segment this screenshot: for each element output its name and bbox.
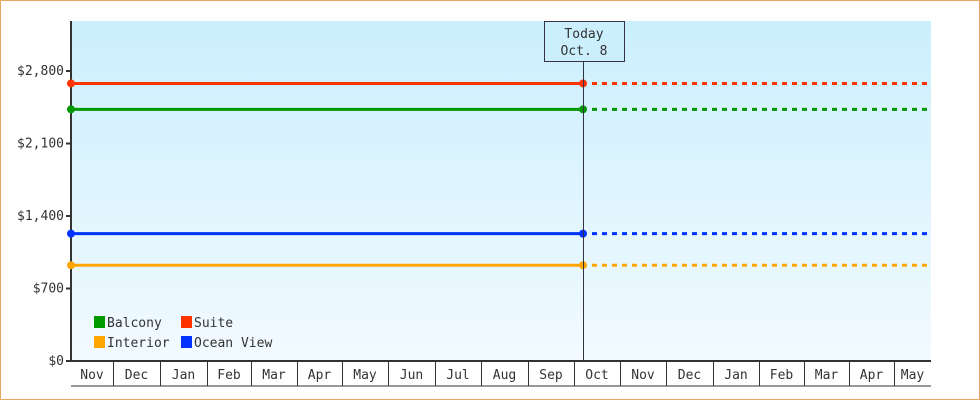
legend-swatch	[94, 336, 105, 348]
x-tick-label: Feb	[217, 368, 241, 383]
x-tick-label: Feb	[770, 368, 794, 383]
x-tick-label: Jan	[172, 368, 195, 383]
data-point	[67, 229, 75, 238]
legend-label: Suite	[194, 316, 233, 331]
x-tick-label: Aug	[493, 368, 516, 383]
today-date: Oct. 8	[561, 44, 608, 59]
x-tick-label: May	[353, 368, 377, 383]
x-tick-label: Oct	[585, 368, 608, 383]
data-point	[67, 79, 75, 88]
x-tick-label: Jul	[446, 368, 469, 383]
y-tick-label: $0	[48, 354, 64, 369]
legend-label: Balcony	[107, 316, 162, 331]
x-tick-label: Nov	[631, 368, 655, 383]
x-tick-label: Jan	[724, 368, 747, 383]
today-label: Today	[564, 27, 603, 42]
x-tick-label: Sep	[539, 368, 563, 383]
legend-swatch	[181, 316, 192, 328]
x-tick-label: Dec	[125, 368, 148, 383]
x-tick-label: Dec	[678, 368, 701, 383]
legend-swatch	[94, 316, 105, 328]
x-tick-label: Mar	[815, 368, 839, 383]
x-tick-label: Jun	[400, 368, 423, 383]
y-tick-label: $700	[33, 282, 64, 297]
legend-label: Ocean View	[194, 336, 272, 351]
data-point	[67, 105, 75, 114]
y-tick-label: $2,100	[17, 137, 64, 152]
plot-background	[71, 21, 931, 361]
y-tick-label: $2,800	[17, 64, 64, 79]
y-tick-label: $1,400	[17, 209, 64, 224]
legend-swatch	[181, 336, 192, 348]
x-tick-label: May	[901, 368, 925, 383]
x-tick-label: Apr	[860, 368, 884, 383]
today-marker-box	[544, 21, 625, 62]
data-point	[67, 261, 75, 270]
x-tick-label: Apr	[308, 368, 332, 383]
legend-label: Interior	[107, 336, 170, 351]
x-tick-label: Mar	[262, 368, 286, 383]
x-tick-label: Nov	[80, 368, 104, 383]
